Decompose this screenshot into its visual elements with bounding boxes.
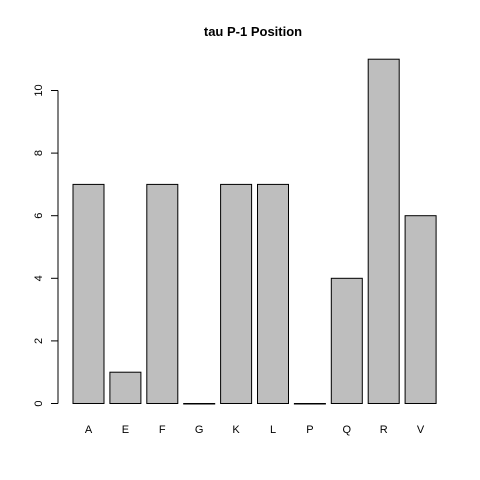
x-tick-label-K: K xyxy=(232,424,240,436)
bar-P xyxy=(293,403,326,405)
x-tick-label-L: L xyxy=(270,424,276,436)
bars xyxy=(72,58,437,405)
bar-E xyxy=(109,371,142,405)
x-tick-label-P: P xyxy=(306,424,313,436)
x-tick-label-A: A xyxy=(85,424,93,436)
bar-L xyxy=(257,183,289,404)
x-tick-label-R: R xyxy=(380,424,388,436)
x-tick-label-F: F xyxy=(159,424,166,436)
x-tick-label-E: E xyxy=(122,424,129,436)
y-tick-label: 4 xyxy=(33,275,45,281)
x-tick-label-Q: Q xyxy=(343,424,352,436)
bar-F xyxy=(146,183,179,404)
bar-V xyxy=(404,215,437,404)
x-tick-label-V: V xyxy=(417,424,425,436)
bar-G xyxy=(183,403,216,405)
bar-R xyxy=(367,58,400,404)
chart-title: tau P-1 Position xyxy=(204,24,302,39)
y-tick-label: 2 xyxy=(33,338,45,344)
y-tick-label: 0 xyxy=(33,400,45,406)
x-tick-label-G: G xyxy=(195,424,204,436)
bar-K xyxy=(220,183,253,404)
y-tick-label: 8 xyxy=(33,150,45,156)
y-axis: 0 2 4 6 8 10 xyxy=(33,84,59,407)
bar-Q xyxy=(330,277,363,404)
bar-A xyxy=(72,183,105,404)
y-tick-label: 10 xyxy=(33,84,45,96)
y-tick-label: 6 xyxy=(33,213,45,219)
